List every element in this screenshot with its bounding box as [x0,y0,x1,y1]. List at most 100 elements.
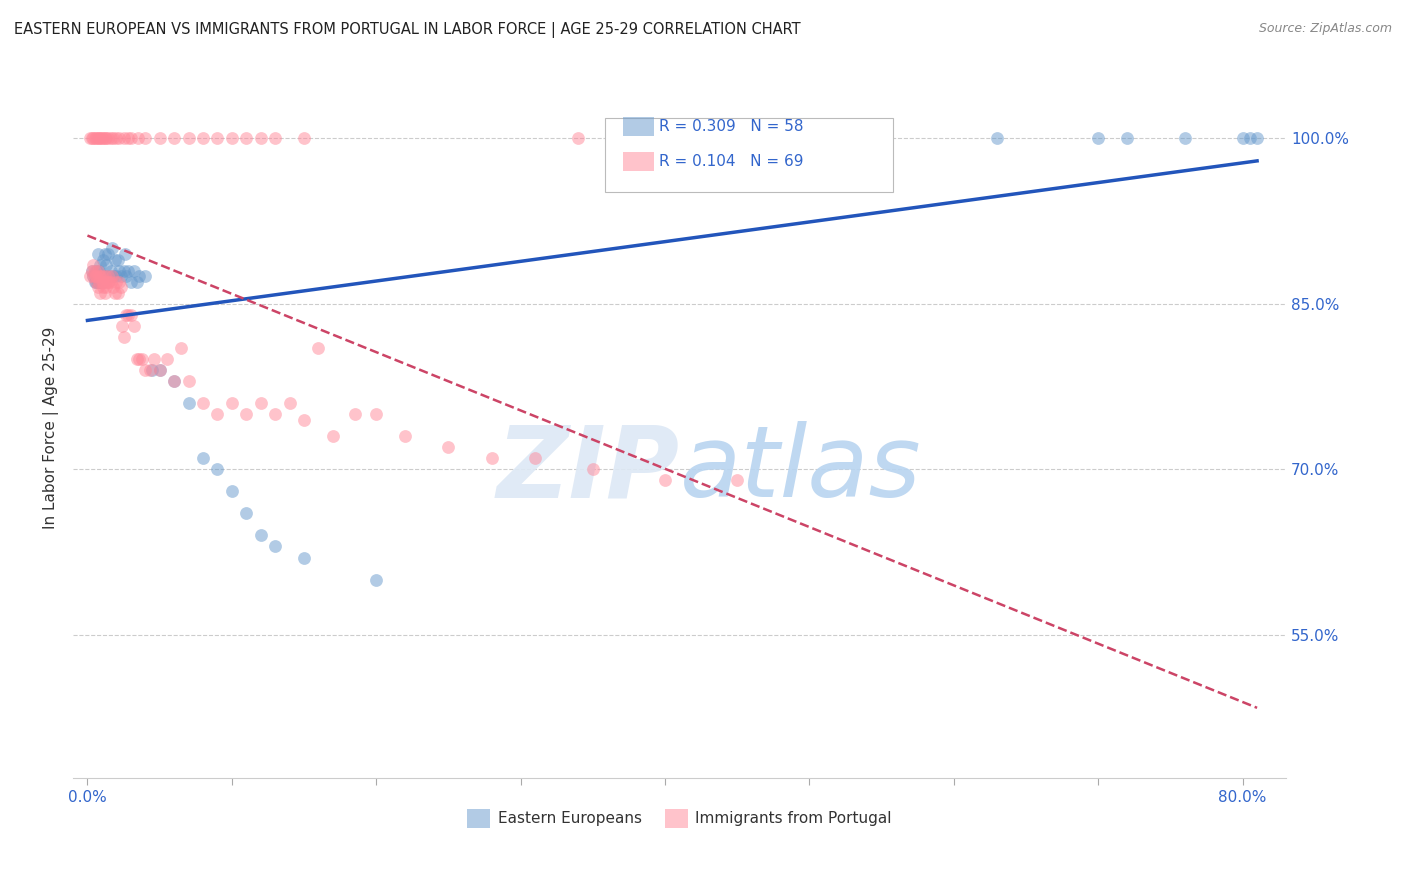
Point [1239,131,1261,145]
Point [170,341,193,355]
Point [117,263,139,277]
Point [103,269,125,284]
Point [97,269,120,284]
Point [84,275,107,289]
Point [108,275,131,289]
Point [856,131,879,145]
Point [221,131,243,145]
Point [582,462,605,476]
Point [128,351,150,366]
Point [79,269,101,284]
Point [97,131,120,145]
Point [90,131,112,145]
Point [264,540,287,554]
Point [100,263,122,277]
Point [91,280,114,294]
Point [322,429,344,443]
Point [80,263,103,277]
Point [89,269,111,284]
Point [105,131,128,145]
Point [134,269,156,284]
Point [108,263,131,277]
Point [83,269,105,284]
Point [134,131,156,145]
Point [87,263,110,277]
Text: R = 0.309   N = 58: R = 0.309 N = 58 [659,120,804,134]
Point [120,275,142,289]
Point [725,473,748,487]
Point [191,451,214,466]
Point [104,252,127,267]
Text: ZIP: ZIP [496,421,679,518]
Point [125,275,148,289]
Point [177,131,200,145]
Point [1232,131,1254,145]
Text: atlas: atlas [679,421,921,518]
Point [80,263,103,277]
Point [83,269,105,284]
Point [343,407,366,421]
Point [94,131,117,145]
Point [986,131,1008,145]
Text: EASTERN EUROPEAN VS IMMIGRANTS FROM PORTUGAL IN LABOR FORCE | AGE 25-29 CORRELAT: EASTERN EUROPEAN VS IMMIGRANTS FROM PORT… [14,22,800,38]
Point [82,131,104,145]
Point [177,396,200,410]
Point [90,275,112,289]
Point [366,407,388,421]
Point [83,275,105,289]
Point [86,263,108,277]
Point [134,363,156,377]
Point [654,473,676,487]
Point [90,275,112,289]
Point [91,275,114,289]
Point [278,396,301,410]
Point [115,308,138,322]
Point [104,285,127,300]
Point [111,318,134,333]
Point [125,351,148,366]
Point [89,285,111,300]
Point [207,407,229,421]
Point [1087,131,1109,145]
Point [127,131,149,145]
Point [87,275,110,289]
Point [96,258,118,272]
Point [235,131,257,145]
Point [112,263,135,277]
Point [94,285,117,300]
Point [84,269,107,284]
Point [94,269,117,284]
Point [87,269,110,284]
Point [120,131,142,145]
Point [100,275,122,289]
Point [86,247,108,261]
Point [98,275,121,289]
Point [97,247,120,261]
Point [163,374,186,388]
Point [207,462,229,476]
Point [264,407,287,421]
Point [101,242,124,256]
Point [292,412,315,426]
Point [207,131,229,145]
Point [100,131,122,145]
Point [84,275,107,289]
Point [86,131,108,145]
Point [90,269,112,284]
Point [122,318,145,333]
Point [103,280,125,294]
Point [110,269,132,284]
Point [107,285,129,300]
Point [567,131,589,145]
Point [90,269,112,284]
Point [94,247,117,261]
Point [96,275,118,289]
Point [91,131,114,145]
Point [86,280,108,294]
Point [235,407,257,421]
Point [84,131,107,145]
Point [82,269,104,284]
Point [366,573,388,587]
Point [115,269,138,284]
Legend: Eastern Europeans, Immigrants from Portugal: Eastern Europeans, Immigrants from Portu… [461,803,898,834]
